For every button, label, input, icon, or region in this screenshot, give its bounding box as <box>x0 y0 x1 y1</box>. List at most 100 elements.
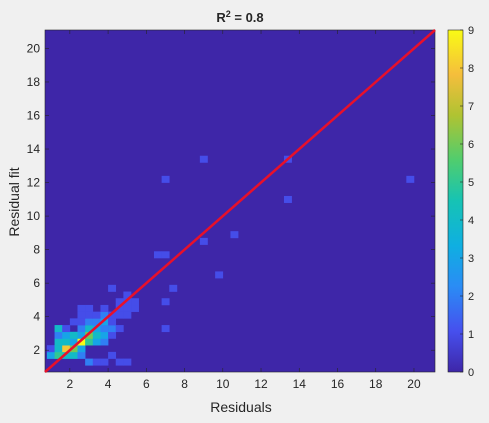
heatmap-cell <box>92 338 101 346</box>
heatmap-cell <box>123 304 132 312</box>
heatmap-cell <box>92 325 101 333</box>
heatmap-cell <box>131 304 139 312</box>
heatmap-cell <box>100 338 109 346</box>
heatmap-cell <box>54 331 63 339</box>
heatmap-cell <box>100 304 109 312</box>
heatmap-cell <box>123 291 132 299</box>
x-tick-label: 2 <box>67 377 74 391</box>
y-tick-label: 12 <box>27 176 41 190</box>
heatmap-cell <box>92 358 101 366</box>
heatmap-cell <box>62 325 71 333</box>
colorbar-tick-label: 1 <box>468 329 474 341</box>
y-tick-label: 6 <box>33 276 40 290</box>
heatmap-cell <box>283 195 292 203</box>
colorbar-tick-label: 9 <box>468 25 474 37</box>
heatmap-cell <box>108 318 117 326</box>
heatmap-cell <box>108 351 117 359</box>
heatmap-cell <box>100 318 109 326</box>
heatmap-cell <box>69 318 78 326</box>
colorbar-tick-label: 8 <box>468 63 474 75</box>
heatmap-cell <box>77 345 86 353</box>
heatmap-cell <box>199 237 208 245</box>
heatmap-cell <box>123 358 132 366</box>
title-rest: = 0.8 <box>231 10 264 25</box>
y-tick-label: 18 <box>27 75 41 89</box>
heatmap-cell <box>85 318 94 326</box>
colorbar-tick-label: 4 <box>468 215 474 227</box>
heatmap-cell <box>85 331 94 339</box>
heatmap-cell <box>69 351 78 359</box>
heatmap-cell <box>115 325 124 333</box>
heatmap-cell <box>230 231 239 239</box>
x-tick-label: 6 <box>143 377 150 391</box>
heatmap-cell <box>131 298 139 306</box>
x-tick-label: 18 <box>369 377 383 391</box>
chart-title: R2 = 0.8 <box>216 9 263 25</box>
colorbar-tick-label: 5 <box>468 177 474 189</box>
heatmap-cell <box>92 311 101 319</box>
plot-border <box>44 29 436 373</box>
colorbar-tick-label: 3 <box>468 253 474 265</box>
heatmap-cell <box>115 298 124 306</box>
heatmap-cell <box>100 311 109 319</box>
colorbar-bar <box>447 29 464 373</box>
heatmap-cell <box>54 351 63 359</box>
y-axis-label: Residual fit <box>6 167 22 236</box>
heatmap-cell <box>161 325 170 333</box>
x-axis-ticks: 2 4 6 8 10 12 14 16 18 20 <box>67 30 421 391</box>
x-tick-label: 4 <box>105 377 112 391</box>
heatmap-cell <box>85 358 94 366</box>
heatmap-cell <box>153 251 162 259</box>
heatmap-cell <box>100 358 109 366</box>
x-tick-label: 14 <box>293 377 307 391</box>
title-superscript: 2 <box>226 9 231 19</box>
heatmap-cell <box>115 311 124 319</box>
heatmap-cell <box>77 304 86 312</box>
heatmap-cell <box>406 175 415 183</box>
y-tick-label: 10 <box>27 209 41 223</box>
y-tick-label: 2 <box>33 343 40 357</box>
heatmap-cell <box>77 318 86 326</box>
colorbar: 0 1 2 3 4 5 6 7 8 9 <box>447 25 474 379</box>
colorbar-tick-label: 6 <box>468 139 474 151</box>
fit-line-layer <box>44 29 436 373</box>
heatmap-cell <box>100 331 109 339</box>
x-tick-label: 10 <box>216 377 230 391</box>
heatmap-cell <box>62 338 71 346</box>
heatmap-cell <box>85 304 94 312</box>
heatmap-cell <box>62 345 71 353</box>
title-main: R <box>216 10 226 25</box>
y-tick-label: 14 <box>27 142 41 156</box>
heatmap-cell <box>108 311 117 319</box>
heatmap-cell <box>69 345 78 353</box>
heatmap-cell <box>92 318 101 326</box>
heatmap-cell <box>77 351 86 359</box>
heatmap-cell <box>115 304 124 312</box>
heatmap-cell <box>161 251 170 259</box>
heatmap-cell <box>54 325 63 333</box>
y-axis-ticks: 2 4 6 8 10 12 14 16 18 20 <box>27 41 435 357</box>
y-tick-label: 4 <box>33 310 40 324</box>
fit-line <box>44 29 436 373</box>
heatmap-cell <box>69 331 78 339</box>
heatmap-cell <box>108 331 117 339</box>
heatmap-cell <box>199 155 208 163</box>
heatmap-cell <box>115 358 124 366</box>
heatmap-cell <box>100 325 109 333</box>
heatmap-cell <box>69 338 78 346</box>
heatmap-cell <box>77 311 86 319</box>
heatmap-cell <box>77 325 86 333</box>
heatmap-cell <box>85 338 94 346</box>
x-tick-label: 20 <box>407 377 421 391</box>
heatmap-cell <box>77 338 86 346</box>
heatmap-cell <box>77 331 86 339</box>
x-tick-label: 16 <box>331 377 345 391</box>
heatmap-cell <box>62 331 71 339</box>
colorbar-tick-label: 2 <box>468 291 474 303</box>
heatmap-cell <box>85 311 94 319</box>
heatmap-cell <box>46 345 55 353</box>
heatmap-cell <box>62 351 71 359</box>
heatmap-cell <box>108 284 117 292</box>
